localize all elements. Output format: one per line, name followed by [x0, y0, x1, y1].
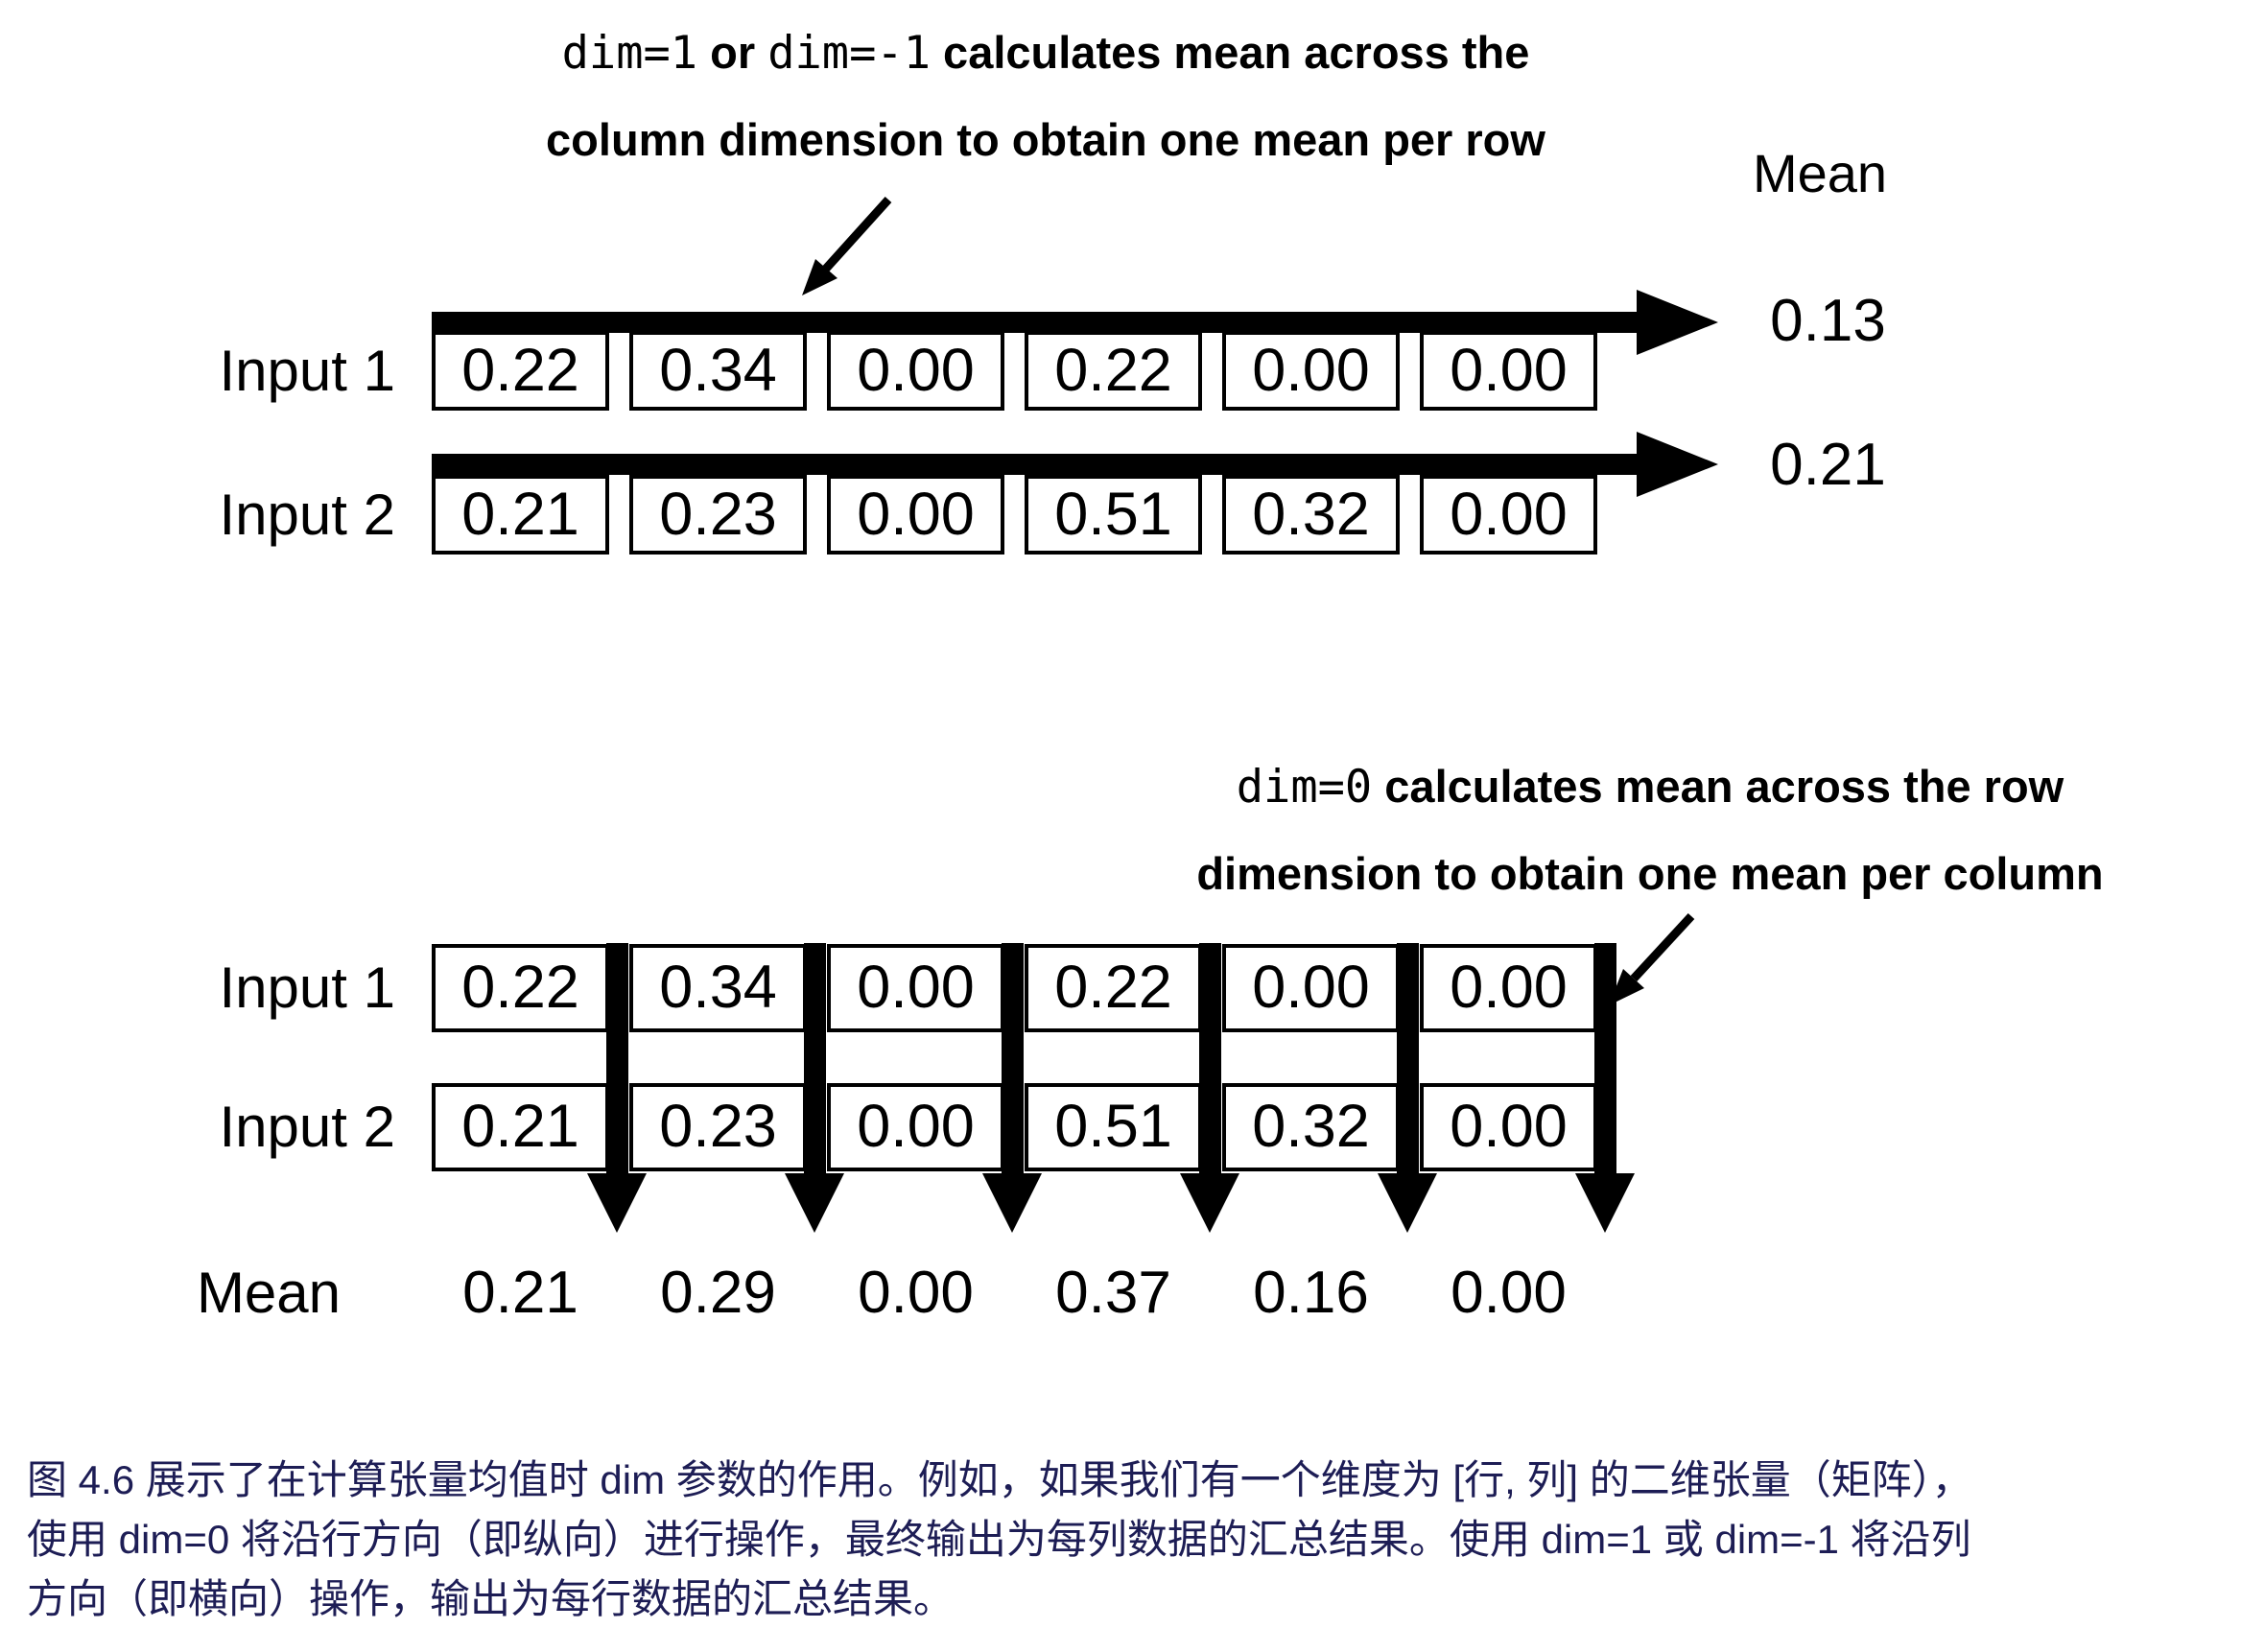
matrix-cell: 0.21	[432, 475, 609, 555]
code-dim1: dim=1	[561, 27, 698, 80]
row-mean-arrow-shaft	[432, 312, 1637, 333]
row-mean-value: 0.13	[1770, 288, 1886, 354]
matrix-cell: 0.32	[1222, 1083, 1400, 1171]
column-mean-value: 0.37	[1055, 1260, 1171, 1326]
code-dim-neg1: dim=-1	[767, 27, 931, 80]
column-mean-arrow-shaft	[1002, 943, 1024, 1173]
row-label-input1-top: Input 1	[219, 339, 396, 403]
row-mean-value: 0.21	[1770, 432, 1886, 498]
code-dim0: dim=0	[1236, 761, 1373, 814]
down-arrowhead-icon	[1575, 1173, 1635, 1233]
matrix-cell: 0.00	[827, 331, 1004, 411]
column-mean-arrow-shaft	[804, 943, 826, 1173]
annotation-dim0-rest: calculates mean across the row	[1372, 761, 2064, 812]
row-label-input1-bottom: Input 1	[219, 956, 396, 1020]
column-mean-arrow-shaft	[606, 943, 628, 1173]
pointer-arrow-icon	[802, 196, 892, 295]
matrix-cell: 0.00	[827, 475, 1004, 555]
matrix-cell: 0.34	[629, 331, 807, 411]
down-arrowhead-icon	[1378, 1173, 1437, 1233]
annotation-dim0: dim=0 calculates mean across the row dim…	[1074, 743, 2226, 917]
matrix-cell: 0.00	[1420, 331, 1597, 411]
down-arrowhead-icon	[587, 1173, 647, 1233]
row-mean-arrow-shaft	[432, 454, 1637, 475]
matrix-cell: 0.32	[1222, 475, 1400, 555]
matrix-cell: 0.22	[1025, 331, 1202, 411]
annotation-dim1: dim=1 or dim=-1 calculates mean across t…	[403, 10, 1688, 183]
caption-line3: 方向（即横向）操作，输出为每行数据的汇总结果。	[27, 1576, 955, 1621]
column-mean-value: 0.21	[462, 1260, 578, 1326]
column-mean-value: 0.29	[660, 1260, 776, 1326]
right-arrowhead-icon	[1637, 290, 1718, 355]
matrix-cell: 0.34	[629, 944, 807, 1032]
caption-line2: 使用 dim=0 将沿行方向（即纵向）进行操作，最终输出为每列数据的汇总结果。使…	[27, 1517, 1971, 1562]
matrix-cell: 0.23	[629, 475, 807, 555]
column-mean-arrow-shaft	[1397, 943, 1419, 1173]
column-mean-value: 0.00	[1451, 1260, 1567, 1326]
annotation-or: or	[697, 27, 768, 78]
right-arrowhead-icon	[1637, 432, 1718, 497]
matrix-cell: 0.21	[432, 1083, 609, 1171]
matrix-cell: 0.51	[1025, 1083, 1202, 1171]
matrix-cell: 0.22	[432, 944, 609, 1032]
annotation-dim1-line1: dim=1 or dim=-1 calculates mean across t…	[403, 10, 1688, 97]
down-arrowhead-icon	[785, 1173, 844, 1233]
down-arrowhead-icon	[1180, 1173, 1239, 1233]
matrix-cell: 0.00	[1222, 331, 1400, 411]
column-mean-arrow-shaft	[1199, 943, 1221, 1173]
row-label-input2-top: Input 2	[219, 483, 396, 547]
caption-line1: 图 4.6 展示了在计算张量均值时 dim 参数的作用。例如，如果我们有一个维度…	[27, 1457, 1972, 1502]
matrix-cell: 0.00	[1420, 1083, 1597, 1171]
matrix-cell: 0.00	[1420, 475, 1597, 555]
column-mean-arrow-shaft	[1594, 943, 1616, 1173]
column-mean-value: 0.00	[858, 1260, 974, 1326]
annotation-dim1-line2: column dimension to obtain one mean per …	[546, 114, 1545, 165]
matrix-cell: 0.22	[432, 331, 609, 411]
matrix-cell: 0.00	[827, 1083, 1004, 1171]
matrix-cell: 0.51	[1025, 475, 1202, 555]
matrix-cell: 0.22	[1025, 944, 1202, 1032]
matrix-cell: 0.00	[827, 944, 1004, 1032]
matrix-cell: 0.23	[629, 1083, 807, 1171]
pointer-arrow-icon	[1609, 912, 1695, 1005]
column-mean-value: 0.16	[1253, 1260, 1369, 1326]
annotation-dim1-rest: calculates mean across the	[931, 27, 1530, 78]
matrix-cell: 0.00	[1222, 944, 1400, 1032]
figure-caption: 图 4.6 展示了在计算张量均值时 dim 参数的作用。例如，如果我们有一个维度…	[27, 1451, 2224, 1629]
down-arrowhead-icon	[982, 1173, 1042, 1233]
matrix-cell: 0.00	[1420, 944, 1597, 1032]
row-label-input2-bottom: Input 2	[219, 1095, 396, 1159]
mean-row-label: Mean	[196, 1261, 342, 1325]
annotation-dim0-line2: dimension to obtain one mean per column	[1196, 848, 2104, 899]
annotation-dim0-line1: dim=0 calculates mean across the row	[1074, 743, 2226, 831]
mean-column-header: Mean	[1752, 143, 1888, 203]
